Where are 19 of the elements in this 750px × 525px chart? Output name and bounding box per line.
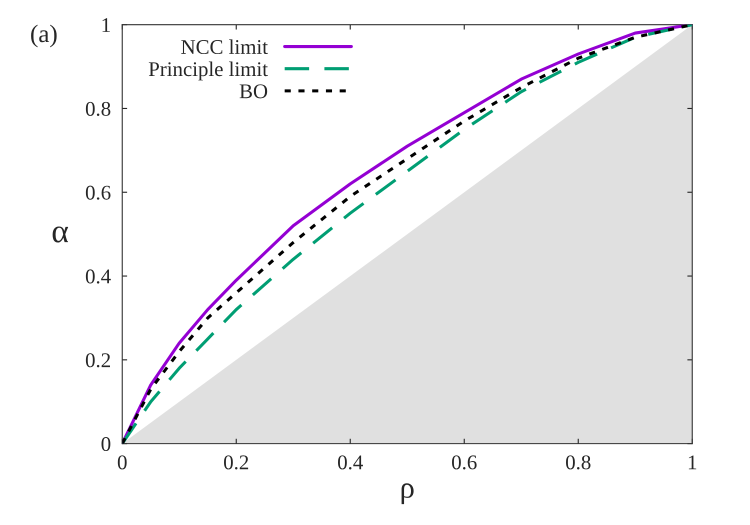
y-tick-label: 0.6: [86, 186, 111, 200]
x-axis-title: ρ: [402, 483, 414, 504]
x-tick-label: 0: [118, 455, 127, 470]
y-tick-label: 1: [102, 18, 110, 32]
y-tick-label: 0: [102, 437, 110, 452]
y-tick-label: 0.2: [86, 353, 110, 368]
x-tick-label: 0.4: [338, 455, 363, 470]
y-axis-title: α: [52, 226, 68, 242]
legend-label: Principle limit: [148, 62, 268, 80]
legend-label: BO: [240, 84, 268, 98]
x-tick-label: 0.2: [224, 455, 248, 470]
x-tick-label: 0.6: [452, 455, 477, 470]
legend-label: NCC limit: [181, 39, 268, 54]
y-tick-label: 0.8: [86, 102, 110, 116]
x-tick-label: 0.8: [566, 455, 590, 470]
x-tick-label: 1: [688, 455, 696, 470]
line-series: [122, 24, 692, 444]
text: (a): [31, 24, 57, 48]
y-tick-label: 0.4: [86, 269, 111, 284]
